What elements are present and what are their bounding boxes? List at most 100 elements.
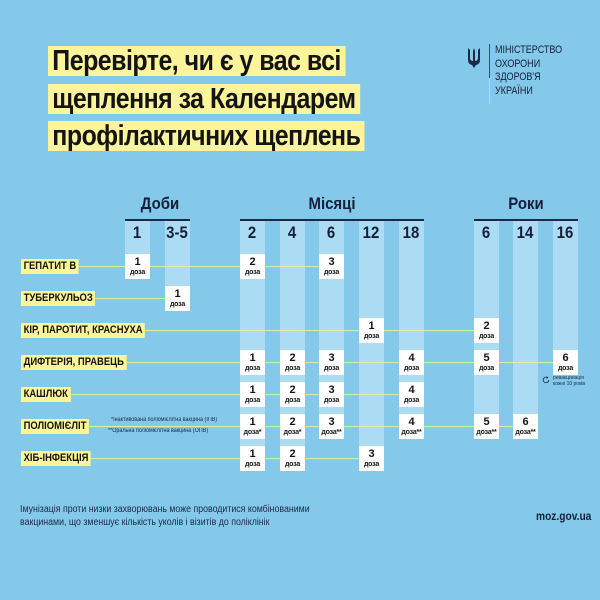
logo-divider-yellow [489,78,490,104]
dose-box: 1 доза [240,350,265,375]
dose-word: доза [169,301,186,308]
row-label-tuberculosis: ТУБЕРКУЛЬОЗ [21,291,96,306]
logo-line: ЗДОРОВ'Я [495,71,541,83]
dose-word: доза [323,365,340,372]
dose-word-text: доза [515,429,531,436]
dose-number: 4 [408,384,415,396]
dose-word: доза [403,365,420,372]
dose-word: доза [244,397,261,404]
logo-line: УКРАЇНИ [495,84,533,97]
refresh-circle-icon [542,376,550,384]
row-line-hib [83,458,384,459]
dose-box: 6 доза** [513,414,538,439]
dose-number: 1 [134,256,141,268]
group-days-rule [125,219,190,221]
row-label-hepatitis-b: ГЕПАТИТ В [21,259,79,274]
revaccination-line: кожні 10 років [553,381,586,387]
column-label: 12 [362,223,380,242]
dose-word-text: доза [476,429,492,436]
column-year-16 [553,221,578,375]
dose-box: 2 доза [280,350,305,375]
column-label: 16 [556,223,574,242]
dose-box: 3 доза [319,350,344,375]
dose-box: 3 доза [359,446,384,471]
dose-box: 2 доза [240,254,265,279]
column-label: 6 [481,223,491,242]
dose-number: 2 [483,320,490,332]
dose-box: 4 доза** [399,414,424,439]
footer-note: Імунізація проти низки захворювань може … [20,503,310,529]
polio-note-opv: **Оральна поліомієлітна вакцина (ОПВ) [108,428,209,434]
dose-word: доза [363,333,380,340]
dose-word: доза [323,397,340,404]
dose-number: 2 [289,384,296,396]
revaccination-text: ревакцинація кожні 10 років [553,375,585,387]
dose-word: доза [403,397,420,404]
dose-box: 6 доза [553,350,578,375]
dose-number: 3 [328,384,335,396]
dose-word-text: доза [321,429,337,436]
dose-box: 2 доза [280,446,305,471]
dose-number: 2 [289,448,296,460]
column-label: 1 [132,223,142,242]
dose-word: доза [284,397,301,404]
dose-number: 5 [483,416,490,428]
dose-number: 3 [328,352,335,364]
dose-number: 1 [368,320,375,332]
column-label: 4 [287,223,297,242]
column-year-14 [513,221,538,439]
dose-number: 6 [562,352,569,364]
revaccination-line: ревакцинація [553,375,585,381]
column-label: 3-5 [166,223,188,242]
dose-box: 3 доза [319,382,344,407]
column-month-12 [359,221,384,471]
column-label: 14 [516,223,534,242]
dose-box: 5 доза [474,350,499,375]
dose-box: 1 доза [125,254,150,279]
column-label: 2 [247,223,257,242]
dose-word: доза [244,365,261,372]
footer-line: вакцинами, що зменшує кількість уколів і… [20,517,270,528]
dose-word: доза [363,461,380,468]
dose-box: 5 доза** [474,414,499,439]
dose-number: 6 [522,416,529,428]
dose-word: доза* [280,428,305,437]
trident-icon [468,48,480,68]
row-line-polio [80,426,538,427]
dose-number: 1 [174,288,181,300]
dose-box: 3 доза [319,254,344,279]
dose-word: доза [244,269,261,276]
group-years-rule [474,219,578,221]
logo-line: ОХОРОНИ [495,57,541,70]
dose-number: 1 [249,416,256,428]
dose-box: 2 доза [280,382,305,407]
row-line-mmr [133,330,499,331]
row-label-pertussis: КАШЛЮК [21,387,71,402]
dose-number: 4 [408,416,415,428]
group-days-header: Доби [140,194,180,213]
polio-note-ipv: *Інактивована поліомієлітна вакцина (ІПВ… [111,417,218,423]
dose-number: 3 [368,448,375,460]
dose-box: 1 доза [240,446,265,471]
dose-word: доза** [513,428,538,437]
group-months-rule [240,219,424,221]
title-line-2: щеплення за Календарем [48,84,360,114]
title-line-3: профілактичних щеплень [48,121,365,151]
dose-box: 2 доза* [280,414,305,439]
row-label-mmr: КІР, ПАРОТИТ, КРАСНУХА [21,323,146,338]
column-label: 18 [402,223,420,242]
dose-number: 1 [249,352,256,364]
dose-footnote-mark: * [298,429,302,436]
dose-box: 1 доза [165,286,190,311]
dose-number: 2 [289,352,296,364]
dose-word: доза [244,461,261,468]
row-line-diphtheria [112,362,578,363]
row-label-diphtheria-tetanus: ДИФТЕРІЯ, ПРАВЕЦЬ [21,355,127,370]
dose-box: 3 доза** [319,414,344,439]
ministry-name: МІНІСТЕРСТВО ОХОРОНИ ЗДОРОВ'Я УКРАЇНИ [495,44,562,98]
dose-footnote-mark: ** [491,429,497,436]
dose-box: 1 доза [240,382,265,407]
dose-number: 1 [249,384,256,396]
dose-word: доза** [399,428,424,437]
row-label-hib: ХІБ-ІНФЕКЦІЯ [21,451,92,466]
